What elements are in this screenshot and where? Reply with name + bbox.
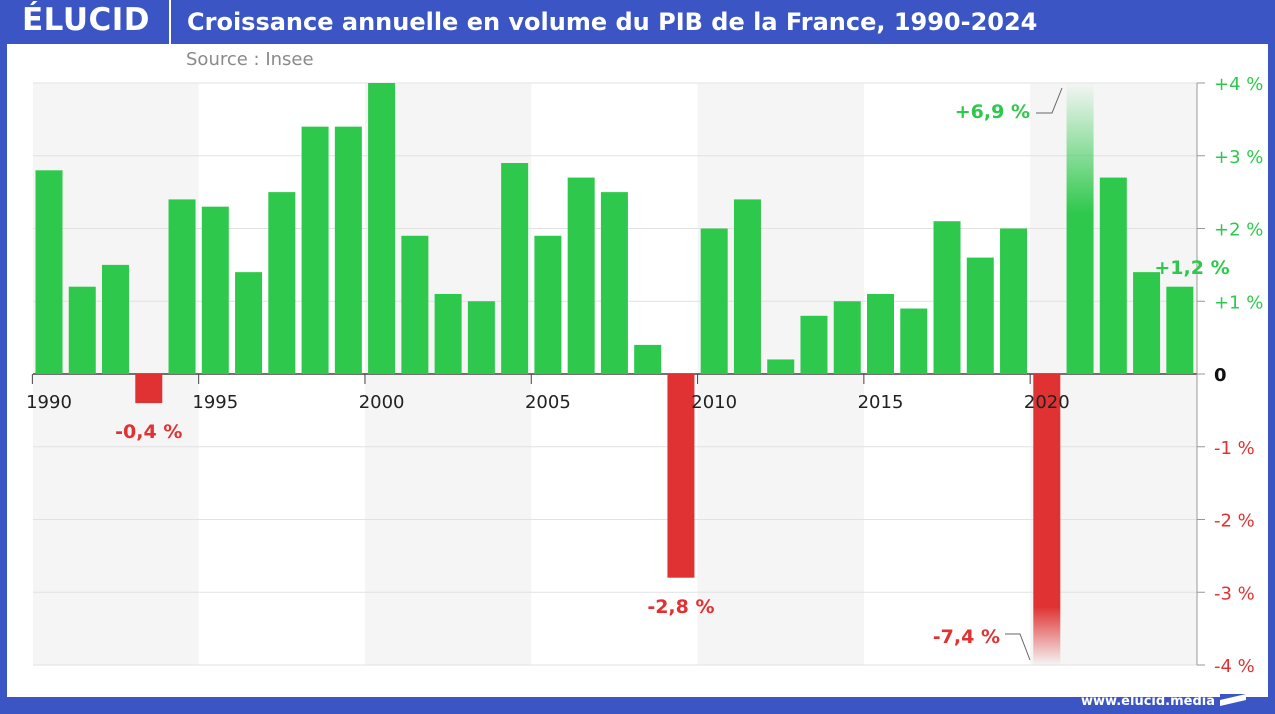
x-tick-label: 2020	[1024, 392, 1070, 413]
bar-2008	[634, 344, 662, 374]
y-tick-label: +4 %	[1214, 74, 1263, 95]
bar-2004	[501, 163, 529, 374]
bar-2020	[1033, 374, 1061, 665]
bar-2002	[434, 293, 462, 374]
bar-1996	[235, 272, 263, 374]
bar-2006	[567, 177, 595, 374]
source-label: Source : Insee	[186, 49, 314, 70]
bar-2018	[966, 257, 994, 374]
bar-2001	[401, 235, 429, 374]
x-tick-label: 2005	[525, 392, 571, 413]
y-tick-label: 0	[1214, 365, 1227, 386]
bar-1999	[334, 126, 362, 375]
bar-2023	[1133, 272, 1161, 374]
header: ÉLUCID Croissance annuelle en volume du …	[0, 0, 1275, 44]
bar-2022	[1099, 177, 1127, 374]
chart-title: Croissance annuelle en volume du PIB de …	[187, 8, 1038, 36]
annotation-2020: -7,4 %	[933, 626, 1000, 648]
y-tick-label: -4 %	[1214, 656, 1255, 677]
bar-2007	[600, 192, 628, 374]
annotation-2009: -2,8 %	[647, 596, 714, 618]
bar-2021	[1066, 83, 1094, 374]
bar-2019	[1000, 228, 1028, 374]
bar-1991	[68, 286, 96, 374]
bar-2015	[867, 293, 894, 374]
bar-1998	[301, 126, 329, 375]
y-tick-label: +1 %	[1214, 292, 1263, 313]
bar-2012	[767, 359, 795, 374]
elucid-logo: ÉLUCID	[22, 2, 151, 38]
leader-line-2020	[1005, 633, 1031, 661]
footer-url[interactable]: www.elucid.media	[1081, 694, 1215, 709]
annotation-2021: +6,9 %	[955, 101, 1030, 123]
bar-2009	[667, 374, 695, 578]
bar-1994	[168, 199, 196, 374]
elucid-flag-icon	[1220, 688, 1246, 706]
bar-2003	[467, 301, 495, 374]
leader-line-2021	[1036, 87, 1063, 114]
bar-1997	[268, 192, 296, 374]
x-tick-label: 2000	[359, 392, 405, 413]
x-tick-label: 1995	[192, 392, 238, 413]
bar-2013	[800, 315, 828, 374]
y-tick-label: +3 %	[1214, 147, 1263, 168]
annotation-1993: -0,4 %	[115, 421, 182, 443]
bar-2000	[368, 83, 396, 374]
x-tick-label: 1990	[26, 392, 72, 413]
y-tick-label: -3 %	[1214, 583, 1255, 604]
bar-1995	[201, 206, 229, 374]
bar-2014	[833, 301, 861, 374]
bar-2011	[733, 199, 761, 374]
y-tick-label: +2 %	[1214, 220, 1263, 241]
header-divider	[169, 0, 171, 44]
bar-1990	[35, 170, 63, 374]
bar-2005	[534, 235, 562, 374]
x-tick-label: 2010	[691, 392, 737, 413]
bar-2016	[900, 308, 928, 374]
x-tick-label: 2015	[858, 392, 904, 413]
annotation-2024: +1,2 %	[1154, 257, 1229, 279]
bar-1993	[135, 374, 163, 404]
bar-2017	[933, 221, 961, 374]
bar-2010	[700, 228, 728, 374]
bar-2024	[1166, 286, 1194, 374]
y-tick-label: -2 %	[1214, 511, 1255, 532]
bar-1992	[102, 264, 130, 374]
y-tick-label: -1 %	[1214, 438, 1255, 459]
